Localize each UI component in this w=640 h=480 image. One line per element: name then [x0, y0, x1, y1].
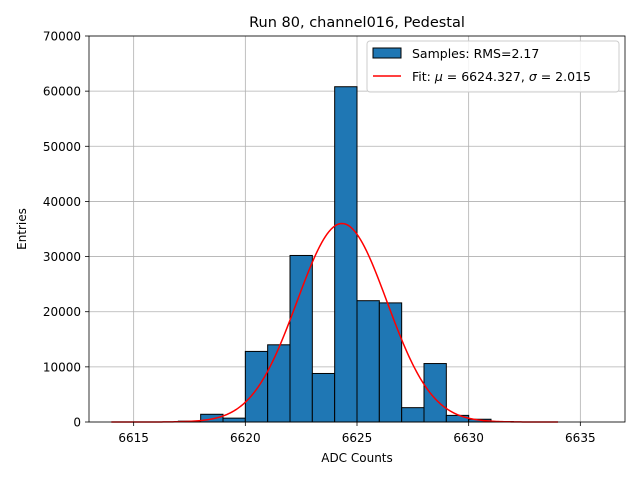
x-tick-label: 6630: [453, 431, 484, 445]
legend-fit-sigma-symbol: σ: [529, 69, 538, 84]
y-tick-label: 60000: [43, 85, 81, 99]
histogram-bar: [356, 300, 380, 423]
x-tick-label: 6620: [230, 431, 261, 445]
legend-fit-mu-value: = 6624.327,: [443, 69, 529, 84]
y-tick-label: 40000: [43, 195, 81, 209]
legend-label-histogram: Samples: RMS=2.17: [412, 46, 539, 61]
x-tick-label: 6615: [118, 431, 149, 445]
histogram-bar: [222, 417, 246, 423]
gaussian-fit-line: [111, 222, 558, 423]
y-tick-label: 50000: [43, 140, 81, 154]
histogram-bar: [378, 302, 403, 423]
y-axis-ticks: 0 10000 20000 30000 40000 50000 60000 70000: [43, 30, 89, 430]
histogram-bar: [289, 254, 313, 423]
y-tick-label: 30000: [43, 250, 81, 264]
y-axis-label: Entries: [15, 208, 29, 250]
x-tick-label: 6625: [342, 431, 373, 445]
legend-fit-sigma-value: = 2.015: [537, 69, 591, 84]
x-axis-label: ADC Counts: [321, 451, 393, 465]
histogram-bar: [445, 414, 470, 423]
histogram-bar: [401, 407, 425, 423]
legend-box: [366, 40, 620, 93]
y-tick-label: 20000: [43, 305, 81, 319]
chart-title: Run 80, channel016, Pedestal: [249, 15, 465, 31]
histogram-bar: [267, 344, 291, 423]
legend-fit-mu-symbol: μ: [434, 69, 443, 84]
legend-label-fit: Fit: μ = 6624.327, σ = 2.015: [412, 69, 591, 84]
legend: Samples: RMS=2.17 Fit: μ = 6624.327, σ =…: [366, 40, 620, 93]
x-axis-ticks: 6615 6620 6625 6630 6635: [118, 422, 596, 445]
x-tick-label: 6635: [565, 431, 596, 445]
histogram-bar: [311, 372, 336, 423]
y-tick-label: 0: [73, 416, 81, 430]
histogram-bar: [334, 86, 358, 423]
legend-fit-prefix: Fit:: [412, 69, 435, 84]
y-tick-label: 10000: [43, 360, 81, 374]
y-tick-label: 70000: [43, 30, 81, 44]
histogram-bar: [244, 350, 269, 423]
histogram-bar: [423, 363, 447, 423]
legend-swatch-histogram: [372, 47, 402, 59]
